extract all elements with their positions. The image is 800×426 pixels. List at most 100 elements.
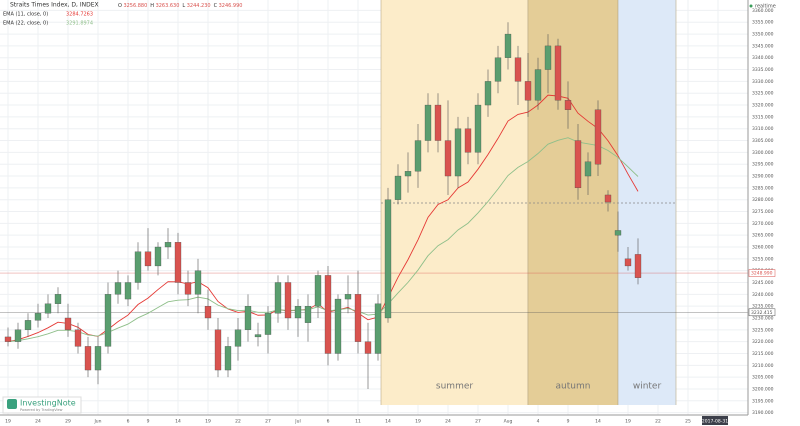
x-tick-label: 6 [327, 419, 330, 425]
y-axis-bg [748, 0, 800, 415]
y-tick-label: 3360.000 [752, 8, 774, 14]
x-tick-label: Jun [93, 419, 101, 425]
status: realtime [755, 4, 776, 10]
readout-value: 3246.990 [219, 3, 243, 9]
x-tick-label: 22 [655, 419, 661, 425]
y-tick-label: 3350.000 [752, 32, 774, 38]
x-tick-label: 14 [385, 419, 391, 425]
x-axis-bg [0, 415, 800, 426]
candle-body [374, 303, 382, 354]
readout-value: 3244.230 [187, 3, 211, 9]
readout-value: 3263.630 [156, 3, 180, 9]
y-tick-label: 3320.000 [752, 103, 774, 109]
candle-body [74, 329, 82, 347]
readout-key: C [214, 3, 218, 9]
candle-body [154, 246, 162, 267]
price-tag [748, 269, 776, 277]
y-tick-label: 3200.000 [752, 386, 774, 392]
candle-body [454, 128, 462, 177]
indicator-value: 3291.8974 [66, 21, 93, 27]
candle-body [64, 317, 72, 330]
candle-body [174, 242, 182, 283]
y-tick-label: 3230.000 [752, 315, 774, 321]
y-tick-label: 3330.000 [752, 79, 774, 85]
y-tick-label: 3280.000 [752, 197, 774, 203]
x-tick-label: Aug [504, 419, 513, 425]
candle-body [484, 81, 492, 106]
y-tick-label: 3215.000 [752, 351, 774, 357]
y-tick-label: 3285.000 [752, 185, 774, 191]
status-dot [749, 4, 753, 8]
x-tick-label: 19 [205, 419, 211, 425]
y-tick-label: 3335.000 [752, 67, 774, 73]
y-tick-label: 3235.000 [752, 304, 774, 310]
y-tick-label: 3245.000 [752, 280, 774, 286]
season-region [528, 0, 618, 405]
candle-body [514, 57, 522, 82]
candle-body [404, 171, 412, 177]
readout-key: L [182, 3, 185, 9]
candle-body [164, 242, 172, 248]
candle-body [474, 104, 482, 153]
candle-body [574, 140, 582, 189]
cursor-date-box [702, 416, 728, 425]
candle-body [294, 306, 302, 319]
x-tick-label: 24 [35, 419, 41, 425]
candle-body [204, 306, 212, 319]
logo: InvestingNote [20, 399, 76, 408]
y-tick-label: 3225.000 [752, 327, 774, 333]
candle-body [464, 128, 472, 153]
y-tick-label: 3315.000 [752, 114, 774, 120]
x-tick-label: 22 [235, 419, 241, 425]
x-tick-label: 6 [127, 419, 130, 425]
candle-body [394, 175, 402, 200]
candle-body [594, 109, 602, 165]
candle-body [104, 294, 112, 347]
candle-body [24, 320, 32, 330]
candle-body [124, 282, 132, 300]
y-tick-label: 3295.000 [752, 162, 774, 168]
x-tick-label: 9 [567, 419, 570, 425]
y-tick-label: 3260.000 [752, 245, 774, 251]
powered-by: Powered by TradingView [20, 408, 63, 412]
season-region [381, 0, 528, 405]
price-tag [748, 308, 776, 317]
x-tick-label: 9 [147, 419, 150, 425]
candle-body [264, 313, 272, 335]
cursor-date: 2017-08-31 [702, 419, 728, 425]
x-tick-label: 25 [685, 419, 691, 425]
candle-body [544, 45, 552, 70]
candle-body [144, 251, 152, 267]
indicator-name: EMA (11, close, 0) [3, 12, 48, 18]
candle-body [44, 303, 52, 314]
y-tick-label: 3240.000 [752, 292, 774, 298]
x-tick-label: 19 [625, 419, 631, 425]
season-label: autumn [556, 382, 591, 392]
candle-body [114, 282, 122, 295]
candle-body [34, 313, 42, 321]
readout-value: 3256.880 [123, 3, 147, 9]
x-tick-label: 14 [595, 419, 601, 425]
candle-body [314, 275, 322, 307]
candle-body [184, 282, 192, 295]
y-tick-label: 3255.000 [752, 256, 774, 262]
candle-body [234, 329, 242, 347]
candle-body [134, 251, 142, 283]
candle-body [364, 341, 372, 354]
candle-body [334, 298, 342, 354]
ohlc-readout: O 3256.880 H 3263.630 L 3244.230 C 3246.990 [118, 3, 242, 9]
candle-body [94, 346, 102, 371]
candle-body [254, 334, 262, 338]
candle-body [274, 282, 282, 314]
logo-box [2, 396, 82, 414]
candle-body [504, 33, 512, 58]
x-tick-label: 29 [65, 419, 71, 425]
readout-key: H [150, 3, 154, 9]
x-tick-label: 4 [537, 419, 540, 425]
readout-key: O [118, 3, 122, 9]
y-tick-label: 3305.000 [752, 138, 774, 144]
candle-body [384, 199, 392, 319]
candle-body [304, 306, 312, 323]
price-tag-label: 3248.990 [751, 271, 773, 277]
